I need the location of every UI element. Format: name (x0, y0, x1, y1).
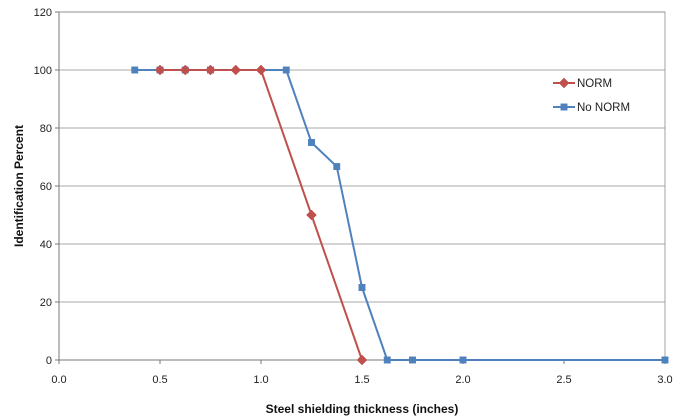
x-tick-label: 2.0 (455, 374, 470, 386)
series-layer (131, 64, 669, 366)
series-line (160, 69, 363, 361)
y-tick-labels: 0 20 40 60 80 100 120 (34, 7, 59, 367)
y-tick-label: 100 (34, 65, 52, 77)
legend-marker (558, 77, 570, 89)
series-norm (154, 64, 368, 366)
x-tick-label: 1.0 (253, 374, 268, 386)
y-tick-label: 20 (40, 297, 52, 309)
x-tick-labels: 0.0 0.5 1.0 1.5 2.0 2.5 3.0 (51, 360, 673, 386)
legend: NORM No NORM (553, 77, 630, 114)
x-tick-label: 2.5 (556, 374, 571, 386)
data-point (409, 356, 416, 364)
data-point (131, 66, 139, 74)
legend-label: NORM (577, 78, 612, 90)
data-point (306, 209, 317, 221)
data-point (308, 139, 315, 146)
data-point (459, 356, 467, 364)
x-tick-label: 0.5 (152, 374, 167, 386)
data-point (333, 163, 341, 171)
legend-marker (560, 103, 568, 111)
y-tick-label: 40 (40, 239, 52, 251)
data-point (383, 356, 391, 364)
x-axis-title: Steel shielding thickness (inches) (266, 402, 459, 416)
x-tick-label: 1.5 (354, 374, 369, 386)
data-point (282, 66, 290, 74)
y-tick-label: 0 (46, 355, 52, 367)
data-point (356, 354, 368, 366)
data-point (179, 64, 191, 76)
data-point (205, 64, 216, 76)
x-tick-label: 0.0 (51, 374, 66, 386)
y-axis-title: Identification Percent (12, 125, 26, 247)
gridlines (59, 11, 665, 303)
legend-item-norm: NORM (553, 77, 612, 90)
y-tick-label: 120 (34, 7, 52, 19)
data-point (230, 64, 242, 76)
data-point (661, 356, 669, 364)
data-point (358, 284, 366, 291)
data-point (255, 64, 267, 76)
y-tick-label: 60 (40, 181, 52, 193)
x-tick-label: 3.0 (657, 374, 672, 386)
data-point (154, 64, 166, 76)
y-tick-label: 80 (40, 123, 52, 135)
legend-label: No NORM (577, 102, 630, 114)
legend-item-no-norm: No NORM (553, 102, 630, 114)
